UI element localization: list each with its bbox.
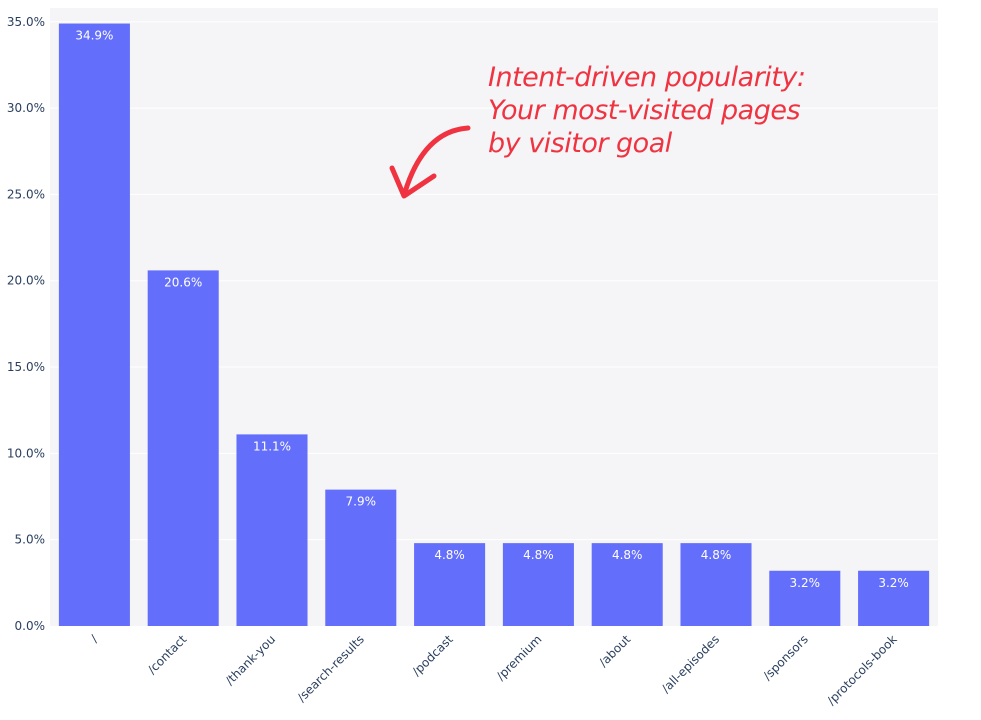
x-tick-label: /contact <box>145 632 190 677</box>
bar-value-label: 4.8% <box>523 548 554 562</box>
x-tick-label: /all-episodes <box>659 632 722 695</box>
bar[interactable] <box>502 543 574 626</box>
y-tick-label: 0.0% <box>15 619 46 633</box>
annotation-line-3: by visitor goal <box>488 128 673 159</box>
x-axis-ticks: / /contact/thank-you/search-results/podca… <box>88 632 900 708</box>
y-tick-label: 15.0% <box>7 360 45 374</box>
x-tick-label: /premium <box>494 632 545 683</box>
bar-value-label: 4.8% <box>434 548 465 562</box>
annotation: Intent-driven popularity: Your most-visi… <box>389 62 806 199</box>
y-tick-label: 20.0% <box>7 274 45 288</box>
bar-value-label: 7.9% <box>346 495 377 509</box>
bar-value-label: 11.1% <box>253 439 291 453</box>
x-tick-label: /thank-you <box>223 632 278 687</box>
x-tick-label: /protocols-book <box>824 632 900 708</box>
bar[interactable] <box>858 570 930 626</box>
y-tick-label: 25.0% <box>7 187 45 201</box>
bar[interactable] <box>236 434 308 626</box>
bar[interactable] <box>147 270 219 626</box>
bar[interactable] <box>58 23 130 626</box>
bar[interactable] <box>591 543 663 626</box>
annotation-line-1: Intent-driven popularity: <box>488 62 805 93</box>
x-tick-label: /podcast <box>409 632 456 679</box>
x-tick-label: /sponsors <box>760 632 811 683</box>
bar-value-label: 20.6% <box>164 275 202 289</box>
bar-value-label: 4.8% <box>612 548 643 562</box>
y-tick-label: 10.0% <box>7 446 45 460</box>
bar-value-label: 3.2% <box>878 576 909 590</box>
bar[interactable] <box>680 543 752 626</box>
bar[interactable] <box>325 489 397 626</box>
annotation-line-2: Your most-visited pages <box>488 95 800 126</box>
annotation-arrow-icon <box>402 125 471 195</box>
bars <box>58 23 930 626</box>
x-tick-label: / <box>88 632 101 645</box>
bar[interactable] <box>769 570 841 626</box>
annotation-arrowhead-icon <box>389 165 437 199</box>
bar-value-label: 3.2% <box>790 576 821 590</box>
y-tick-label: 35.0% <box>7 15 45 29</box>
y-axis-ticks: 0.0% 5.0% 10.0% 15.0% 20.0% 25.0% 30.0% 35.0% <box>7 15 45 633</box>
bar[interactable] <box>414 543 486 626</box>
y-tick-label: 30.0% <box>7 101 45 115</box>
bar-value-label: 34.9% <box>75 29 113 43</box>
bar-value-label: 4.8% <box>701 548 732 562</box>
x-tick-label: /search-results <box>294 632 366 704</box>
bar-value-labels: 34.9% 20.6% 11.1% 7.9% 4.8% 4.8% 4.8% 4.8% 3.2% 3… <box>75 29 909 590</box>
y-tick-label: 5.0% <box>15 533 46 547</box>
x-tick-label: /about <box>596 632 633 669</box>
